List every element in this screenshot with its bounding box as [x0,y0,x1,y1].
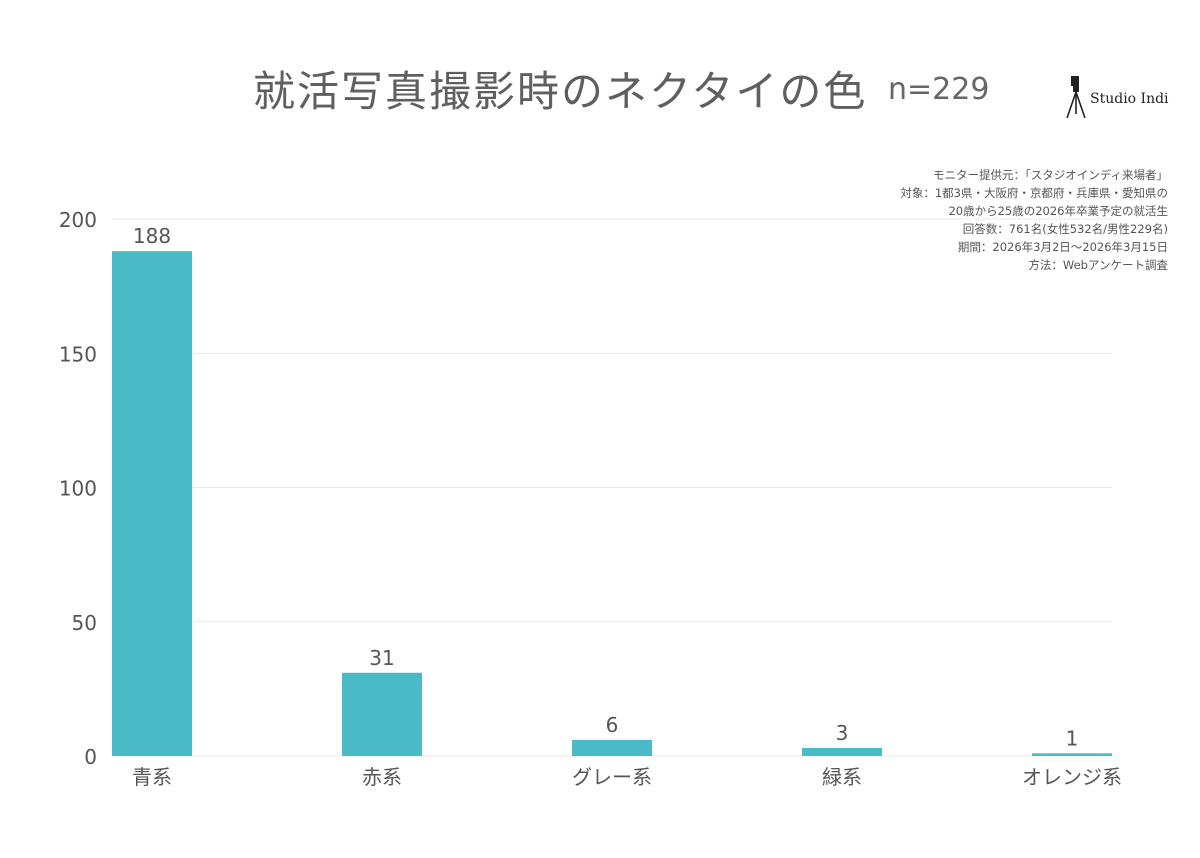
bars [112,251,1112,756]
category-label-5: オレンジ系 [1022,765,1122,789]
studio-logo: Studio Indi [1064,74,1174,120]
note-provider: モニター提供元：「スタジオインディ来場者」 [933,168,1168,182]
note-target: 対象：1都3県・大阪府・京都府・兵庫県・愛知県の [900,186,1168,200]
camera-tripod-icon [1066,76,1086,119]
note-period: 期間：2026年3月2日〜2026年3月15日 [957,240,1168,254]
category-label-3: グレー系 [572,765,652,789]
data-label-2: 31 [369,646,394,670]
category-label-4: 緑系 [822,765,862,789]
sample-size-label: n=229 [888,72,990,107]
brand-name: Studio Indi [1090,91,1169,107]
data-label-5: 1 [1066,726,1079,750]
bar-3 [572,739,652,756]
chart-title: 就活写真撮影時のネクタイの色 [253,67,868,116]
survey-notes: モニター提供元：「スタジオインディ来場者」 対象：1都3県・大阪府・京都府・兵庫… [900,166,1168,274]
grid-layer [112,218,1112,757]
note-responses: 回答数：761名(女性532名/男性229名) [962,222,1168,236]
y-tick-label-100: 100 [59,477,97,501]
data-label-1: 188 [133,224,171,248]
category-label-1: 青系 [132,765,172,789]
category-labels: 青系 赤系 グレー系 緑系 オレンジ系 [132,765,1122,789]
bar-1 [112,251,192,756]
y-tick-label-150: 150 [59,342,97,366]
y-axis-ticks: 0 50 100 150 200 [59,208,97,769]
bar-4 [802,747,882,756]
y-tick-label-200: 200 [59,208,97,232]
category-label-2: 赤系 [362,765,402,789]
title-row: 就活写真撮影時のネクタイの色 n=229 [0,58,1200,118]
note-method: 方法：Webアンケート調査 [1028,258,1168,272]
y-tick-label-0: 0 [84,745,97,769]
bar-5 [1032,753,1112,756]
note-target-detail: 20歳から25歳の2026年卒業予定の就活生 [948,204,1168,218]
y-tick-label-50: 50 [72,611,97,635]
bar-2 [342,672,422,756]
data-label-3: 6 [606,713,619,737]
data-label-4: 3 [836,721,849,745]
